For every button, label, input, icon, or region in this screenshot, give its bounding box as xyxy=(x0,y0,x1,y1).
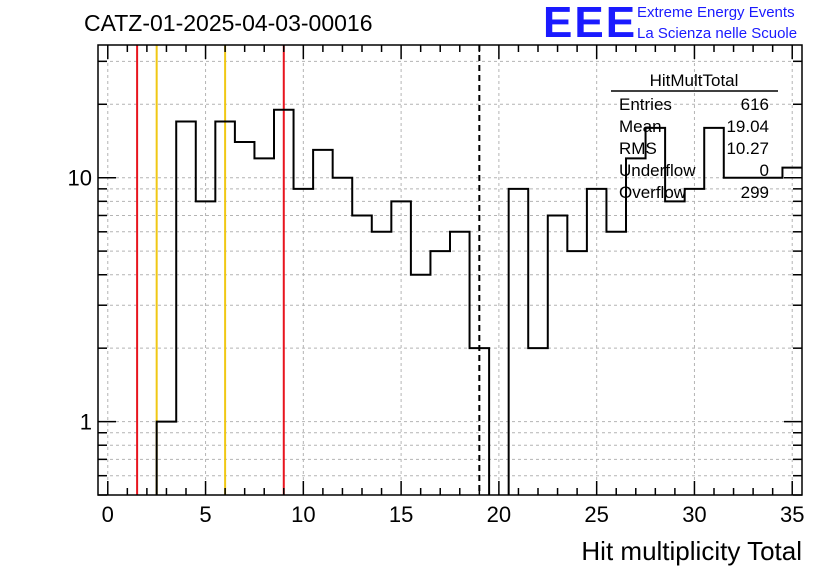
x-tick-label: 20 xyxy=(487,502,511,527)
stats-row-value: 299 xyxy=(741,183,769,202)
x-tick-label: 35 xyxy=(780,502,804,527)
stats-row-value: 0 xyxy=(760,161,769,180)
stats-row-value: 616 xyxy=(741,95,769,114)
y-tick-label: 10 xyxy=(68,166,92,191)
x-tick-label: 5 xyxy=(199,502,211,527)
stats-box: HitMultTotal Entries 616 Mean 19.04 RMS 10.27… xyxy=(611,71,778,202)
histogram-series xyxy=(155,108,802,495)
stats-row-label: RMS xyxy=(619,139,657,158)
stats-row-label: Mean xyxy=(619,117,662,136)
x-tick-label: 0 xyxy=(102,502,114,527)
x-tick-label: 30 xyxy=(682,502,706,527)
marker-lines-layer xyxy=(136,45,481,495)
stats-row-label: Entries xyxy=(619,95,672,114)
stats-row-value: 19.04 xyxy=(726,117,769,136)
chart-title: CATZ-01-2025-04-03-00016 xyxy=(84,10,373,36)
stats-row-value: 10.27 xyxy=(726,139,769,158)
stats-row-label: Underflow xyxy=(619,161,696,180)
x-tick-label: 10 xyxy=(291,502,315,527)
grid-layer xyxy=(98,45,802,496)
eee-logo: EEE xyxy=(543,0,638,47)
stats-name: HitMultTotal xyxy=(650,71,739,90)
plot-frame xyxy=(97,44,803,496)
logo-line-1: Extreme Energy Events xyxy=(637,4,795,21)
x-axis-label: Hit multiplicity Total xyxy=(581,536,802,566)
x-tick-label: 15 xyxy=(389,502,413,527)
stats-rows: Entries 616 Mean 19.04 RMS 10.27 Underflow 0 Ove… xyxy=(619,95,769,202)
logo-line-2: La Scienza nelle Scuole xyxy=(637,25,798,42)
y-tick-label: 1 xyxy=(80,410,92,435)
x-tick-label: 25 xyxy=(584,502,608,527)
axis-layer: 0 5 10 15 20 25 30 35 1 10 xyxy=(68,45,804,527)
stats-row-label: Overflow xyxy=(619,183,687,202)
